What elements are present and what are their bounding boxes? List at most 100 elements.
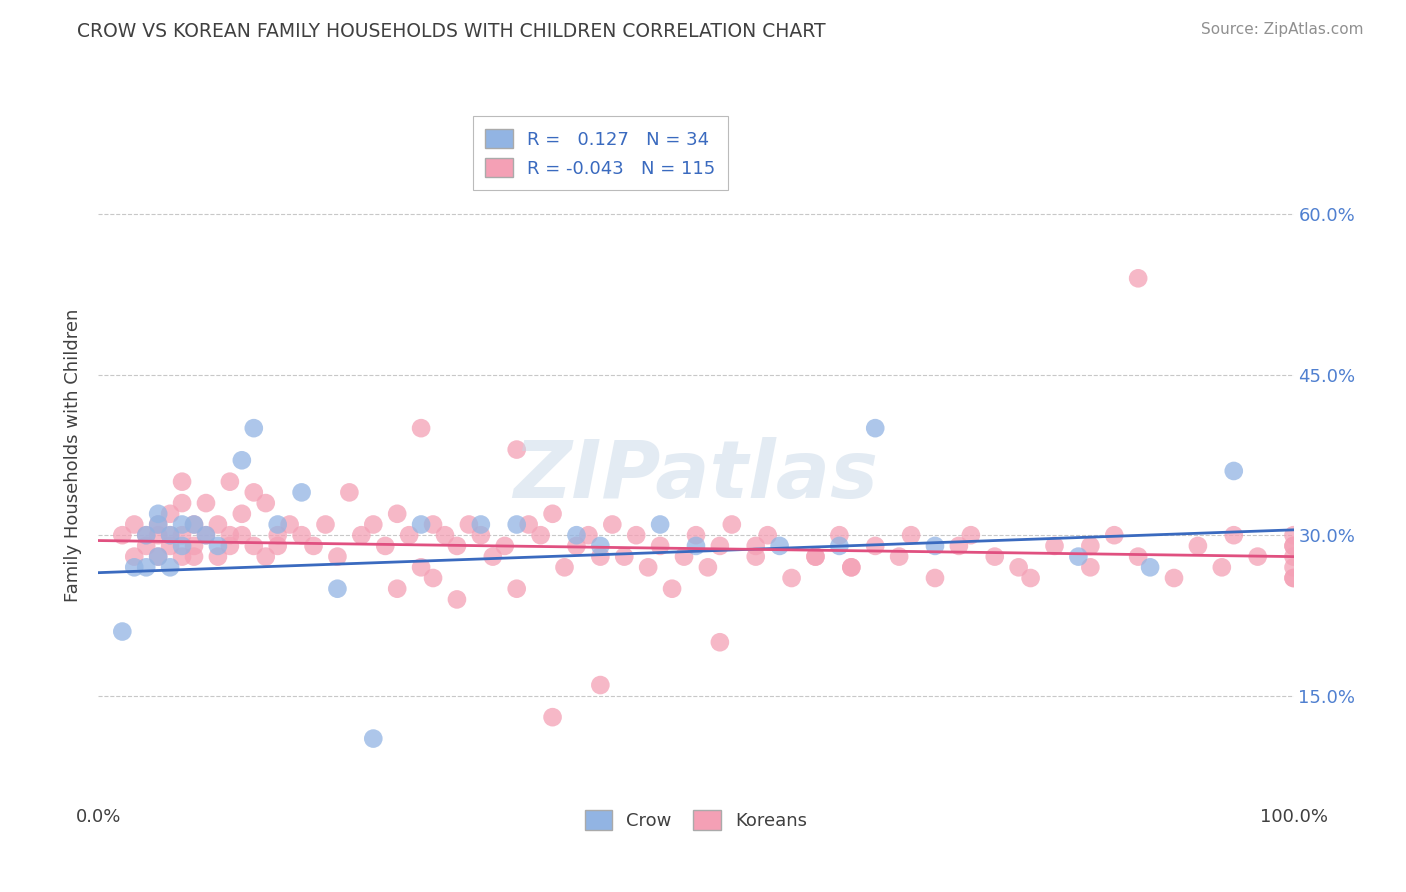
Point xyxy=(1187,539,1209,553)
Point xyxy=(589,539,612,553)
Point xyxy=(721,517,744,532)
Point xyxy=(183,539,205,553)
Point xyxy=(148,549,170,564)
Point xyxy=(685,539,707,553)
Point xyxy=(411,560,433,574)
Point xyxy=(470,517,492,532)
Point xyxy=(159,528,181,542)
Point xyxy=(1211,560,1233,574)
Point xyxy=(172,496,194,510)
Point xyxy=(948,539,970,553)
Point xyxy=(900,528,922,542)
Point xyxy=(828,539,851,553)
Point xyxy=(804,549,827,564)
Point xyxy=(411,517,433,532)
Point xyxy=(183,517,205,532)
Point xyxy=(541,710,564,724)
Point xyxy=(172,517,194,532)
Point xyxy=(578,528,600,542)
Point xyxy=(254,549,277,564)
Point xyxy=(159,507,181,521)
Point xyxy=(637,560,659,574)
Point xyxy=(1043,539,1066,553)
Point xyxy=(506,517,529,532)
Point xyxy=(195,528,218,542)
Point xyxy=(768,539,790,553)
Point xyxy=(291,485,314,500)
Point xyxy=(291,528,314,542)
Text: CROW VS KOREAN FAMILY HOUSEHOLDS WITH CHILDREN CORRELATION CHART: CROW VS KOREAN FAMILY HOUSEHOLDS WITH CH… xyxy=(77,22,825,41)
Point xyxy=(172,549,194,564)
Point xyxy=(159,528,181,542)
Point xyxy=(195,528,218,542)
Legend: Crow, Koreans: Crow, Koreans xyxy=(572,797,820,842)
Point xyxy=(648,539,672,553)
Point xyxy=(1019,571,1042,585)
Point xyxy=(385,507,409,521)
Point xyxy=(924,571,946,585)
Point xyxy=(470,528,492,542)
Point xyxy=(363,517,385,532)
Point xyxy=(517,517,540,532)
Point xyxy=(481,549,505,564)
Point xyxy=(434,528,457,542)
Point xyxy=(613,549,636,564)
Point xyxy=(780,571,803,585)
Point xyxy=(506,442,529,457)
Point xyxy=(243,421,266,435)
Point xyxy=(339,485,361,500)
Point xyxy=(589,678,612,692)
Point xyxy=(494,539,516,553)
Point xyxy=(243,485,266,500)
Point xyxy=(135,528,157,542)
Point xyxy=(828,528,851,542)
Point xyxy=(302,539,325,553)
Point xyxy=(1008,560,1031,574)
Point xyxy=(1080,560,1102,574)
Point xyxy=(219,475,242,489)
Point xyxy=(865,421,887,435)
Point xyxy=(673,549,696,564)
Point xyxy=(602,517,624,532)
Point xyxy=(865,539,887,553)
Point xyxy=(1128,271,1150,285)
Point xyxy=(231,453,253,467)
Point xyxy=(267,539,290,553)
Point xyxy=(124,517,146,532)
Point xyxy=(111,624,134,639)
Point xyxy=(661,582,683,596)
Point xyxy=(565,539,588,553)
Point xyxy=(924,539,946,553)
Point xyxy=(159,560,181,574)
Point xyxy=(1067,549,1090,564)
Point xyxy=(1282,560,1305,574)
Point xyxy=(1128,549,1150,564)
Point xyxy=(385,582,409,596)
Point xyxy=(1223,528,1246,542)
Point xyxy=(648,517,672,532)
Point xyxy=(350,528,373,542)
Point xyxy=(1139,560,1161,574)
Point xyxy=(172,528,194,542)
Point xyxy=(219,539,242,553)
Point xyxy=(446,539,468,553)
Point xyxy=(172,539,194,553)
Point xyxy=(267,517,290,532)
Point xyxy=(326,582,349,596)
Point xyxy=(183,549,205,564)
Point xyxy=(135,528,157,542)
Point xyxy=(709,539,731,553)
Point xyxy=(148,517,170,532)
Point xyxy=(458,517,481,532)
Point xyxy=(984,549,1007,564)
Point xyxy=(148,528,170,542)
Point xyxy=(1282,539,1305,553)
Point xyxy=(709,635,731,649)
Point xyxy=(804,549,827,564)
Point xyxy=(1282,571,1305,585)
Point xyxy=(148,517,170,532)
Point xyxy=(326,549,349,564)
Point xyxy=(398,528,420,542)
Point xyxy=(841,560,863,574)
Point xyxy=(207,517,229,532)
